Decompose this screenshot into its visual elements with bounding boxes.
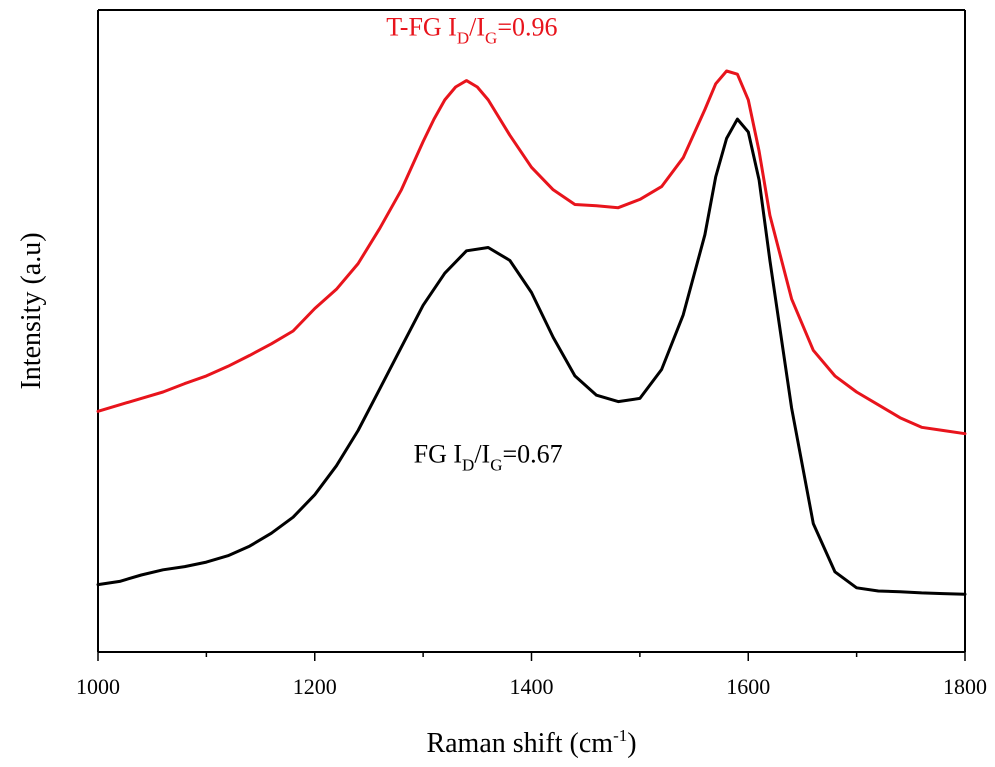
series-line-1 xyxy=(96,117,967,596)
x-axis-title: Raman shift (cm-1) xyxy=(426,726,636,759)
series-line-0 xyxy=(96,69,967,436)
series-layer xyxy=(96,69,967,596)
annotation-0: T-FG ID/IG=0.96 xyxy=(386,13,557,48)
annotation-1: FG ID/IG=0.67 xyxy=(414,440,563,475)
x-tick-label: 1200 xyxy=(293,674,337,699)
x-tick-label: 1000 xyxy=(76,674,120,699)
x-tick-label: 1400 xyxy=(510,674,554,699)
axes-layer: 1000 1200 1400 1600 1800 Raman shift (cm-1) In… xyxy=(16,9,987,759)
y-axis-title: Intensity (a.u) xyxy=(16,232,47,389)
annotation-layer: T-FG ID/IG=0.96 FG ID/IG=0.67 xyxy=(386,13,562,475)
x-tick-label: 1600 xyxy=(726,674,770,699)
x-tick-label: 1800 xyxy=(943,674,987,699)
